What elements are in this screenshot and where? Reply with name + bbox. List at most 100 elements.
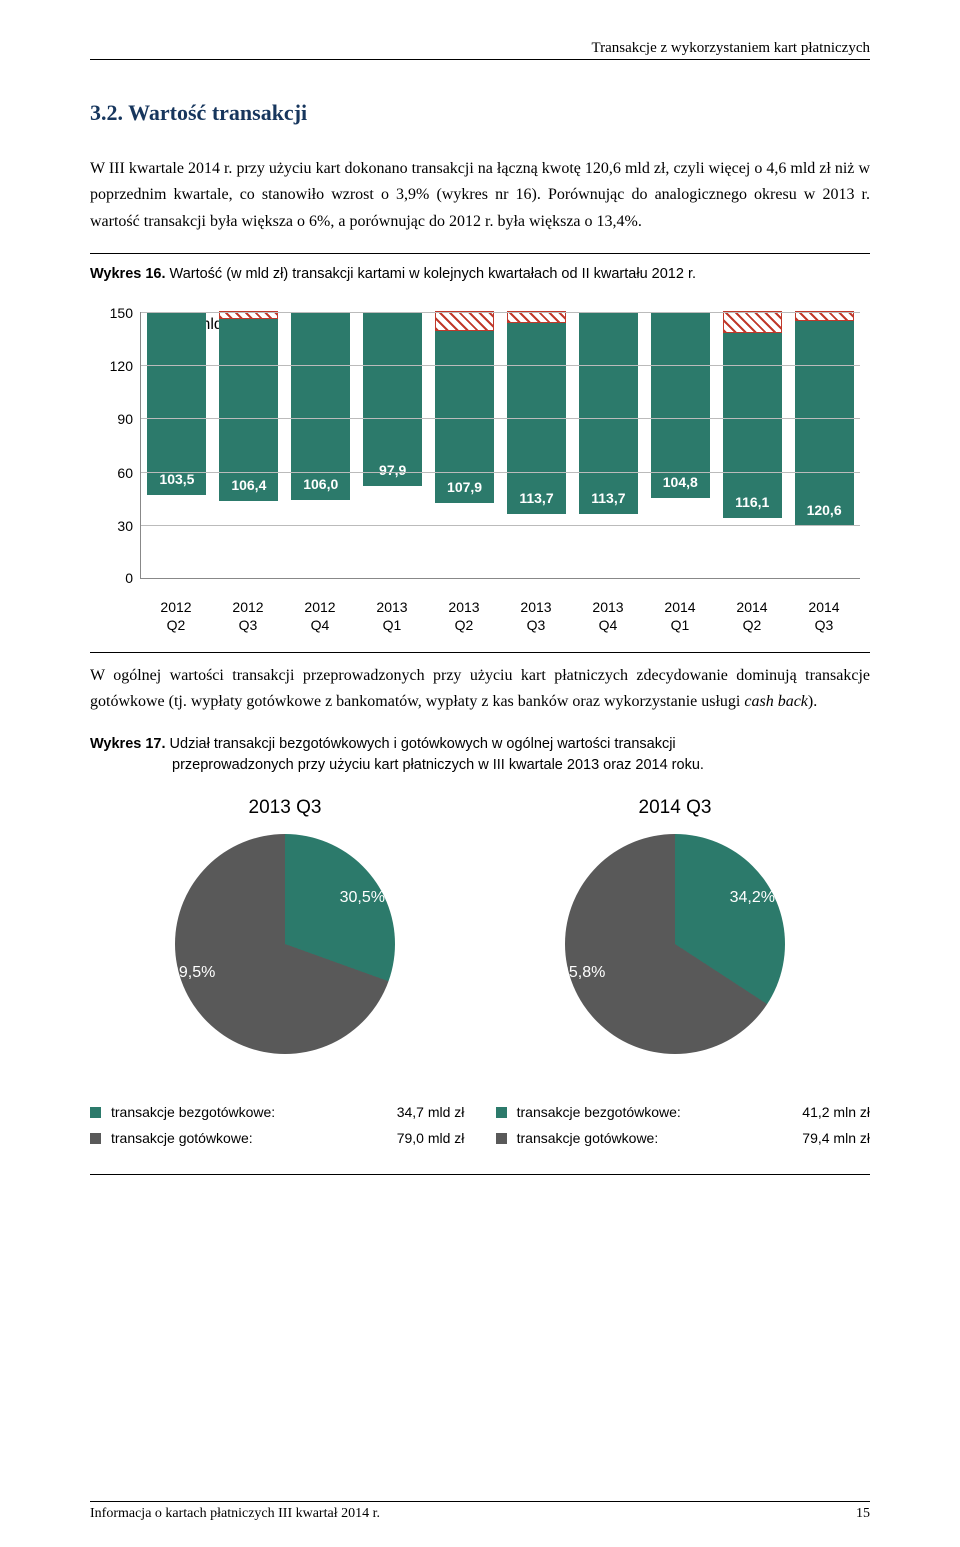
fig16-bar-column: - 7,6%97,9 (357, 312, 429, 578)
fig16-bar-hatch (435, 311, 494, 331)
fig16-x-label: 2013Q2 (428, 598, 500, 634)
fig17-legend-swatch (496, 1107, 507, 1118)
fig16-bar-column: - 0,4%106,0 (285, 312, 357, 578)
fig17-legend-value: 34,7 mld zł (374, 1104, 464, 1120)
fig16-bar: 116,1 (723, 312, 782, 518)
fig16-bar-column: 103,5 (141, 312, 213, 578)
fig16-bar: 113,7 (507, 312, 566, 514)
fig16-x-label: 2014Q1 (644, 598, 716, 634)
fig16-bar-value: 113,7 (579, 490, 638, 506)
fig16-x-label: 2012Q4 (284, 598, 356, 634)
fig16-x-label: 2013Q4 (572, 598, 644, 634)
page-footer: Informacja o kartach płatniczych III kwa… (90, 1501, 870, 1522)
fig17-caption-line1: Udział transakcji bezgotówkowych i gotów… (170, 736, 676, 752)
fig16-x-label: 2014Q3 (788, 598, 860, 634)
fig16-bar: 104,8 (651, 312, 710, 498)
fig16-gridline: 90 (141, 418, 860, 419)
fig16-bar-value: 120,6 (795, 502, 854, 518)
section-number: 3.2. (90, 100, 123, 125)
fig16-x-label: 2013Q1 (356, 598, 428, 634)
fig17-label: Wykres 17. (90, 736, 166, 752)
paragraph-1: W III kwartale 2014 r. przy użyciu kart … (90, 156, 870, 235)
fig17-legend-value: 79,4 mln zł (780, 1130, 870, 1146)
fig16-gridline: 60 (141, 472, 860, 473)
fig16-bar-column: +3,9%120,6 (788, 312, 860, 578)
fig17-pie-title: 2014 Q3 (545, 797, 805, 819)
fig16-bar-value: 103,5 (147, 471, 206, 487)
fig17-legend-swatch (496, 1133, 507, 1144)
fig17-pie (175, 834, 395, 1054)
fig16-bar-value: 113,7 (507, 490, 566, 506)
footer-left: Informacja o kartach płatniczych III kwa… (90, 1506, 380, 1522)
fig17-legend-swatch (90, 1133, 101, 1144)
fig17-pie-block: 2014 Q3 34,2% 65,8% (545, 797, 805, 1064)
fig17-pie-label-bezgot: 30,5% (340, 889, 385, 907)
fig16-caption: Wykres 16. Wartość (w mld zł) transakcji… (90, 264, 870, 286)
fig17-legend-item: transakcje bezgotówkowe:34,7 mld zł (90, 1104, 464, 1120)
fig16-x-label: 2013Q3 (500, 598, 572, 634)
fig17-pie-title: 2013 Q3 (155, 797, 415, 819)
fig16-x-label: 2012Q2 (140, 598, 212, 634)
fig17-legend-text: transakcje bezgotówkowe: (111, 1104, 374, 1120)
fig16-bar-hatch (723, 311, 782, 333)
fig16-gridline: 30 (141, 525, 860, 526)
fig16-bar-column: + 0%113,7 (572, 312, 644, 578)
fig16-bar-column: - 7,7%104,8 (644, 312, 716, 578)
fig17-pie-block: 2013 Q3 30,5% 69,5% (155, 797, 415, 1064)
fig16-ytick-label: 90 (101, 411, 133, 427)
fig17-legend-column: transakcje bezgotówkowe:41,2 mln złtrans… (496, 1104, 870, 1156)
fig17-legend-item: transakcje bezgotówkowe:41,2 mln zł (496, 1104, 870, 1120)
fig16-bar: 113,7 (579, 312, 638, 514)
rule-below-fig17 (90, 1174, 870, 1175)
fig16-gridline: 150 (141, 312, 860, 313)
fig16-caption-text: Wartość (w mld zł) transakcji kartami w … (170, 266, 696, 282)
rule-above-fig16 (90, 253, 870, 254)
fig16-bar-column: + 10,1%107,9 (429, 312, 501, 578)
fig16-bar: 103,5 (147, 312, 206, 496)
fig17-legend-column: transakcje bezgotówkowe:34,7 mld złtrans… (90, 1104, 464, 1156)
fig16-ytick-label: 0 (101, 570, 133, 586)
fig16-bar-value: 107,9 (435, 479, 494, 495)
fig16-bar-column: +2,8%106,4 (213, 312, 285, 578)
fig16-x-label: 2012Q3 (212, 598, 284, 634)
rule-below-fig16 (90, 652, 870, 653)
fig16-ytick-label: 30 (101, 518, 133, 534)
fig16-label: Wykres 16. (90, 266, 166, 282)
page-header: Transakcje z wykorzystaniem kart płatnic… (90, 40, 870, 60)
fig17-legend-swatch (90, 1107, 101, 1118)
fig17-caption: Wykres 17. Udział transakcji bezgotówkow… (90, 734, 870, 778)
fig16-bar-value: 106,0 (291, 476, 350, 492)
fig17-legend-text: transakcje gotówkowe: (111, 1130, 374, 1146)
fig17-pie-label-got: 69,5% (170, 964, 215, 982)
fig17-legend-value: 41,2 mln zł (780, 1104, 870, 1120)
paragraph-2: W ogólnej wartości transakcji przeprowad… (90, 663, 870, 716)
fig17-pie-label-bezgot: 34,2% (730, 889, 775, 907)
fig16-bar-chart: mld zł 103,5+2,8%106,4- 0,4%106,0- 7,6%9… (90, 304, 870, 634)
fig17-pie-charts: 2013 Q3 30,5% 69,5% 2014 Q3 34,2% 65,8% (90, 797, 870, 1064)
fig16-bar-column: + 10,7%116,1 (716, 312, 788, 578)
fig17-legend-item: transakcje gotówkowe:79,0 mld zł (90, 1130, 464, 1146)
fig16-ytick-label: 150 (101, 305, 133, 321)
fig16-ytick-label: 60 (101, 465, 133, 481)
fig16-bar: 97,9 (363, 312, 422, 486)
fig16-bar-value: 97,9 (363, 462, 422, 478)
footer-page-number: 15 (856, 1506, 870, 1522)
fig16-bar-column: + 5,4%113,7 (501, 312, 573, 578)
fig16-gridline: 120 (141, 365, 860, 366)
fig17-legend-text: transakcje gotówkowe: (517, 1130, 780, 1146)
fig17-legend-text: transakcje bezgotówkowe: (517, 1104, 780, 1120)
fig17-pie (565, 834, 785, 1054)
fig17-legend-item: transakcje gotówkowe:79,4 mln zł (496, 1130, 870, 1146)
fig17-legends: transakcje bezgotówkowe:34,7 mld złtrans… (90, 1104, 870, 1156)
fig16-bar: 107,9 (435, 312, 494, 503)
fig17-caption-line2: przeprowadzonych przy użyciu kart płatni… (90, 755, 870, 777)
section-title-text: Wartość transakcji (128, 100, 307, 125)
fig17-pie-label-got: 65,8% (560, 964, 605, 982)
section-heading: 3.2. Wartość transakcji (90, 100, 870, 126)
fig16-bar-value: 116,1 (723, 494, 782, 510)
fig16-bar-value: 104,8 (651, 474, 710, 490)
fig17-legend-value: 79,0 mld zł (374, 1130, 464, 1146)
fig16-bar-value: 106,4 (219, 477, 278, 493)
fig16-x-label: 2014Q2 (716, 598, 788, 634)
fig16-ytick-label: 120 (101, 358, 133, 374)
